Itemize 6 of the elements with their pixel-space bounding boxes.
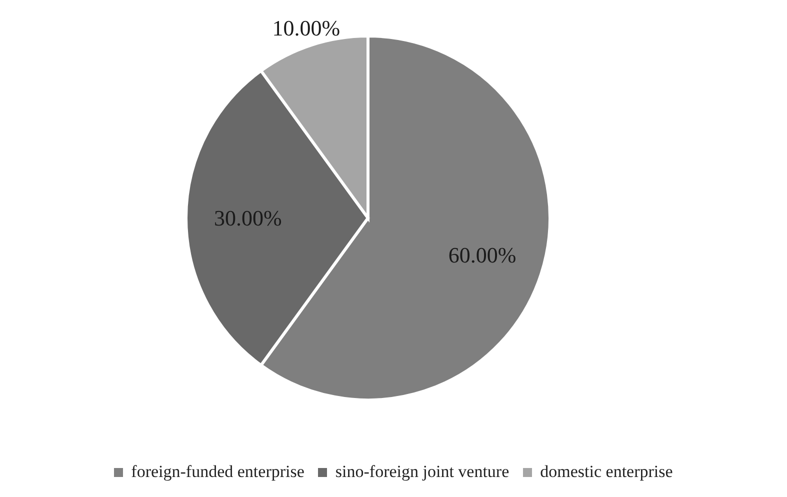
data-label: 10.00% [272,15,340,40]
legend-label: sino-foreign joint venture [335,462,510,482]
data-label: 30.00% [214,206,282,230]
legend-label: domestic enterprise [540,462,673,482]
data-label: 60.00% [448,242,516,268]
legend-label: foreign-funded enterprise [131,462,304,482]
